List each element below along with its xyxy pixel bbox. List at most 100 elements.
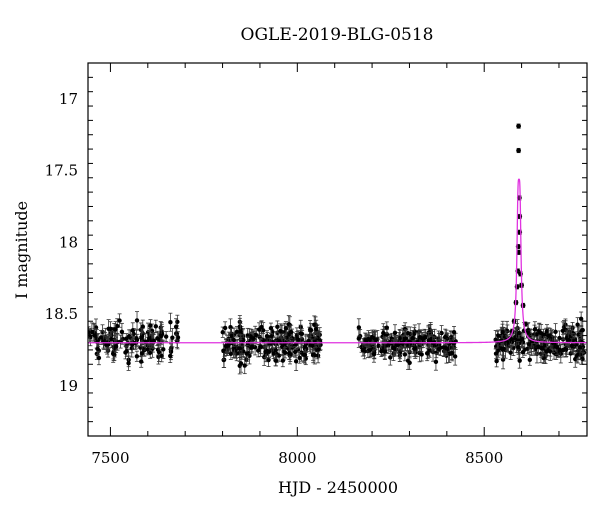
data-point	[134, 311, 140, 330]
point-marker	[393, 346, 398, 352]
data-point	[95, 343, 100, 355]
point-marker	[382, 349, 388, 354]
point-marker	[145, 347, 150, 352]
y-tick-label: 18	[59, 233, 78, 251]
point-marker	[520, 337, 525, 342]
data-point	[540, 339, 545, 357]
point-marker	[417, 350, 422, 356]
point-marker	[92, 333, 97, 338]
point-marker	[405, 331, 411, 336]
data-point	[226, 338, 231, 354]
point-marker	[370, 334, 375, 340]
point-marker	[388, 355, 393, 360]
point-marker	[442, 334, 448, 340]
data-point	[278, 323, 283, 339]
point-marker	[139, 335, 144, 340]
point-marker	[249, 344, 255, 349]
point-marker	[381, 330, 386, 336]
point-marker	[544, 349, 549, 354]
data-point	[292, 346, 298, 358]
data-point	[520, 331, 525, 347]
point-marker	[516, 123, 521, 129]
point-marker	[238, 361, 244, 366]
point-marker	[515, 344, 521, 350]
data-point	[130, 336, 135, 354]
point-marker	[433, 359, 439, 365]
data-point	[296, 330, 301, 349]
point-marker	[509, 336, 514, 342]
point-marker	[566, 337, 571, 343]
point-marker	[130, 328, 136, 333]
data-point	[221, 341, 226, 360]
point-marker	[117, 318, 122, 323]
point-marker	[244, 351, 249, 356]
data-point	[153, 319, 159, 333]
point-marker	[264, 333, 270, 339]
point-marker	[367, 347, 373, 353]
point-marker	[175, 335, 181, 340]
data-point	[280, 354, 286, 368]
y-tick-label: 17	[59, 90, 78, 108]
data-point	[405, 326, 411, 341]
point-marker	[575, 322, 580, 327]
data-point	[275, 320, 280, 334]
point-marker	[278, 328, 283, 334]
data-point	[495, 329, 501, 342]
point-marker	[544, 328, 550, 334]
data-point	[271, 348, 276, 359]
point-marker	[402, 352, 408, 357]
point-marker	[580, 327, 585, 333]
point-marker	[417, 335, 423, 340]
point-marker	[394, 342, 399, 348]
data-point	[578, 311, 584, 327]
x-tick-label: 7500	[91, 449, 129, 467]
point-marker	[302, 344, 308, 349]
point-marker	[148, 323, 153, 328]
data-point	[494, 354, 499, 368]
point-marker	[138, 359, 144, 364]
data-point	[283, 321, 289, 336]
point-marker	[88, 330, 91, 335]
point-marker	[297, 355, 302, 361]
point-marker	[494, 358, 499, 364]
data-point	[256, 322, 262, 337]
point-marker	[424, 351, 430, 356]
point-marker	[499, 333, 505, 339]
data-point	[244, 345, 249, 362]
data-point	[423, 329, 428, 345]
plot-frame	[87, 62, 588, 437]
point-marker	[500, 329, 505, 335]
point-marker	[250, 336, 256, 341]
data-point	[159, 327, 164, 345]
data-point	[238, 322, 243, 340]
data-point	[242, 357, 247, 375]
data-point	[370, 329, 375, 345]
point-marker	[220, 330, 225, 335]
data-point	[516, 147, 521, 154]
data-point	[452, 347, 458, 366]
point-marker	[517, 358, 522, 363]
data-point	[449, 345, 455, 362]
point-marker	[412, 346, 417, 351]
point-marker	[451, 341, 456, 346]
y-axis-label: I magnitude	[12, 201, 31, 299]
point-marker	[289, 335, 295, 341]
data-point	[299, 328, 305, 340]
data-point	[518, 271, 523, 277]
data-point	[130, 322, 136, 339]
point-marker	[168, 320, 173, 325]
point-marker	[557, 335, 562, 341]
data-point	[161, 339, 166, 359]
point-marker	[280, 358, 286, 363]
point-marker	[286, 350, 292, 356]
data-point	[356, 329, 362, 348]
model-line	[88, 178, 587, 344]
data-point	[514, 284, 520, 290]
point-marker	[260, 338, 266, 343]
point-marker	[161, 347, 166, 352]
point-marker	[110, 351, 116, 356]
data-point	[541, 328, 546, 341]
data-point	[113, 321, 118, 338]
point-marker	[282, 350, 288, 355]
data-point	[286, 346, 292, 361]
